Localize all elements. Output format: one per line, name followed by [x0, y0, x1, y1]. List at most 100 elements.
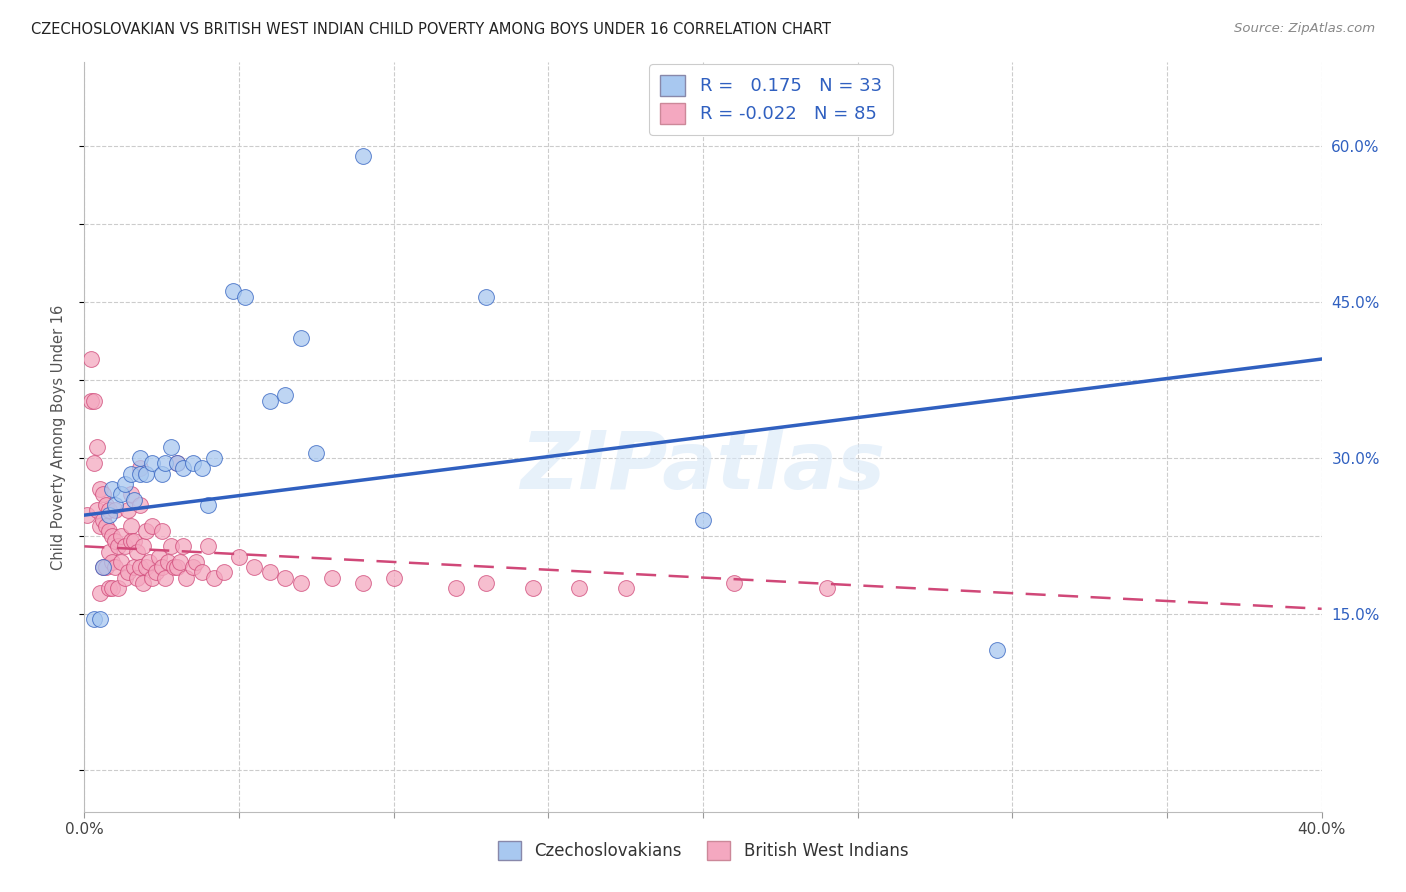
Point [150, 524, 173, 538]
Point [138, 555, 160, 569]
Point [181, 456, 204, 470]
Point [141, 456, 163, 470]
Point [129, 461, 152, 475]
Point [202, 450, 225, 465]
Point [104, 560, 127, 574]
Point [89, 518, 111, 533]
Point [89, 482, 111, 496]
Point [101, 581, 124, 595]
Point [169, 555, 191, 569]
Text: ZIPatlas: ZIPatlas [520, 428, 886, 506]
Point [243, 560, 266, 574]
Point [166, 456, 188, 470]
Point [110, 529, 132, 543]
Y-axis label: Child Poverty Among Boys Under 16: Child Poverty Among Boys Under 16 [51, 304, 66, 570]
Point [94, 518, 117, 533]
Point [94, 498, 117, 512]
Point [148, 549, 170, 564]
Point [475, 290, 498, 304]
Point [132, 575, 155, 590]
Point [197, 498, 219, 512]
Point [135, 524, 157, 538]
Point [163, 560, 186, 574]
Point [107, 539, 129, 553]
Point [145, 566, 167, 580]
Point [191, 461, 214, 475]
Point [160, 441, 183, 455]
Point [475, 575, 498, 590]
Point [181, 560, 204, 574]
Point [120, 467, 142, 481]
Point [184, 555, 207, 569]
Point [83, 456, 105, 470]
Point [79, 352, 101, 367]
Point [153, 456, 176, 470]
Point [166, 560, 188, 574]
Point [222, 285, 245, 299]
Point [104, 498, 127, 512]
Point [522, 581, 544, 595]
Point [117, 566, 139, 580]
Point [120, 487, 142, 501]
Point [290, 575, 312, 590]
Point [212, 566, 235, 580]
Point [91, 513, 114, 527]
Point [352, 575, 374, 590]
Point [444, 581, 467, 595]
Point [122, 492, 145, 507]
Point [228, 549, 250, 564]
Point [197, 539, 219, 553]
Point [202, 571, 225, 585]
Point [274, 571, 297, 585]
Point [110, 555, 132, 569]
Point [150, 467, 173, 481]
Point [129, 498, 152, 512]
Point [83, 393, 105, 408]
Point [321, 571, 343, 585]
Point [352, 149, 374, 163]
Point [150, 560, 173, 574]
Point [233, 290, 256, 304]
Text: Source: ZipAtlas.com: Source: ZipAtlas.com [1234, 22, 1375, 36]
Point [117, 503, 139, 517]
Point [101, 529, 124, 543]
Point [86, 503, 108, 517]
Point [815, 581, 838, 595]
Point [986, 643, 1008, 657]
Legend: Czechoslovakians, British West Indians: Czechoslovakians, British West Indians [491, 835, 915, 867]
Point [122, 534, 145, 549]
Point [101, 555, 124, 569]
Point [125, 544, 148, 558]
Point [135, 560, 157, 574]
Point [259, 566, 281, 580]
Point [129, 450, 152, 465]
Point [76, 508, 98, 523]
Point [98, 503, 121, 517]
Point [160, 539, 183, 553]
Point [91, 560, 114, 574]
Point [125, 571, 148, 585]
Point [94, 560, 117, 574]
Point [98, 508, 121, 523]
Point [176, 571, 198, 585]
Point [110, 487, 132, 501]
Point [692, 513, 714, 527]
Point [98, 524, 121, 538]
Point [120, 518, 142, 533]
Point [129, 560, 152, 574]
Point [129, 467, 152, 481]
Point [172, 539, 194, 553]
Point [107, 581, 129, 595]
Text: CZECHOSLOVAKIAN VS BRITISH WEST INDIAN CHILD POVERTY AMONG BOYS UNDER 16 CORRELA: CZECHOSLOVAKIAN VS BRITISH WEST INDIAN C… [31, 22, 831, 37]
Point [83, 612, 105, 626]
Point [172, 461, 194, 475]
Point [191, 566, 214, 580]
Point [86, 441, 108, 455]
Point [91, 560, 114, 574]
Point [104, 503, 127, 517]
Point [120, 534, 142, 549]
Point [568, 581, 591, 595]
Point [723, 575, 745, 590]
Point [132, 539, 155, 553]
Point [135, 467, 157, 481]
